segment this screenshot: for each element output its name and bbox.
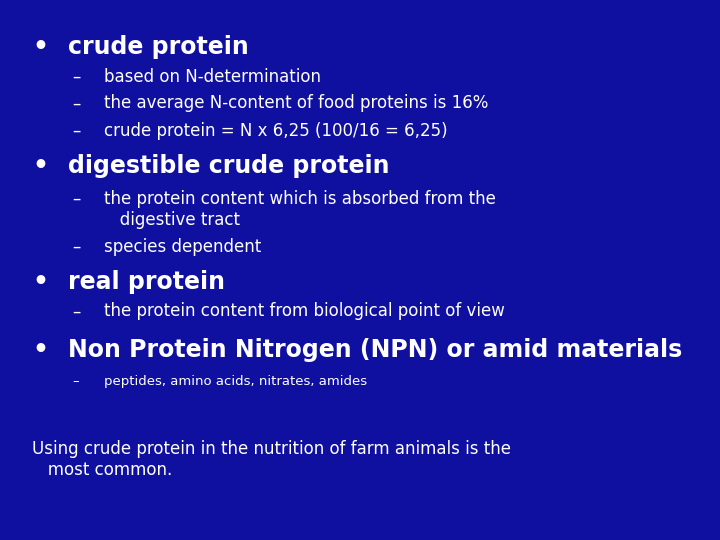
Text: Using crude protein in the nutrition of farm animals is the
   most common.: Using crude protein in the nutrition of …	[32, 440, 511, 479]
Text: –: –	[72, 190, 81, 208]
Text: •: •	[32, 270, 48, 294]
Text: –: –	[72, 238, 81, 255]
Text: •: •	[32, 35, 48, 59]
Text: –: –	[72, 302, 81, 320]
Text: crude protein: crude protein	[68, 35, 249, 59]
Text: Non Protein Nitrogen (NPN) or amid materials: Non Protein Nitrogen (NPN) or amid mater…	[68, 338, 683, 361]
Text: •: •	[32, 154, 48, 178]
Text: the average N-content of food proteins is 16%: the average N-content of food proteins i…	[104, 94, 489, 112]
Text: –: –	[72, 94, 81, 112]
Text: the protein content which is absorbed from the
   digestive tract: the protein content which is absorbed fr…	[104, 190, 496, 229]
Text: the protein content from biological point of view: the protein content from biological poin…	[104, 302, 505, 320]
Text: •: •	[32, 338, 48, 361]
Text: based on N-determination: based on N-determination	[104, 68, 321, 85]
Text: peptides, amino acids, nitrates, amides: peptides, amino acids, nitrates, amides	[104, 375, 367, 388]
Text: –: –	[72, 68, 81, 85]
Text: digestible crude protein: digestible crude protein	[68, 154, 390, 178]
Text: –: –	[72, 122, 81, 139]
Text: crude protein = N x 6,25 (100/16 = 6,25): crude protein = N x 6,25 (100/16 = 6,25)	[104, 122, 448, 139]
Text: –: –	[72, 375, 78, 388]
Text: real protein: real protein	[68, 270, 225, 294]
Text: species dependent: species dependent	[104, 238, 261, 255]
